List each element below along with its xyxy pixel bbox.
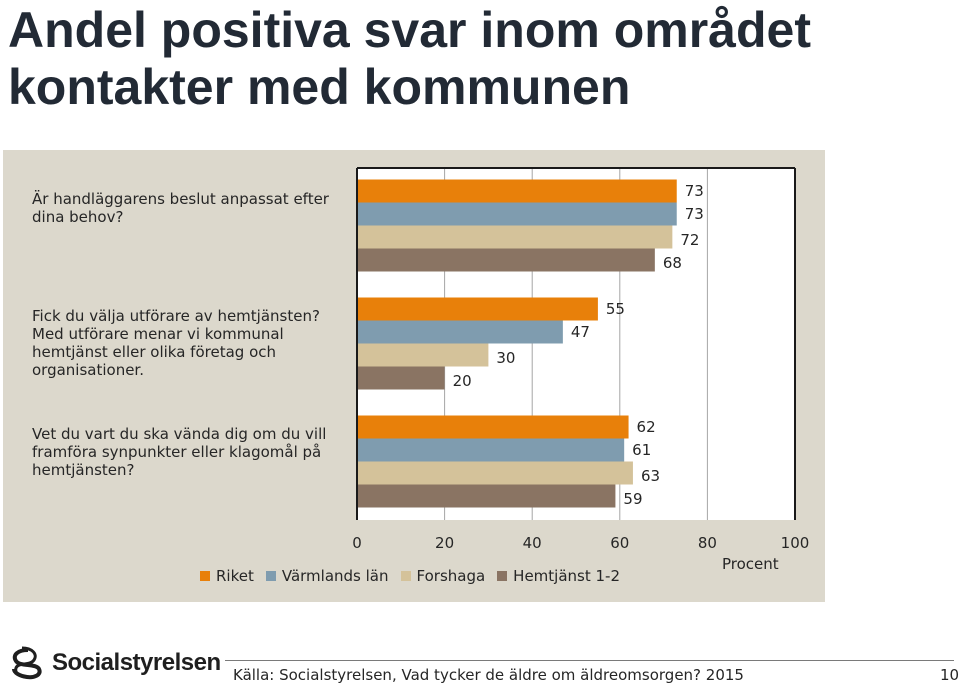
bar-2-1 [357,297,598,321]
bar-2-4 [357,366,445,390]
data-label-3-1: 62 [637,418,656,436]
legend-swatch-2 [265,571,276,581]
legend-item-2: Värmlands län [265,567,389,585]
bar-3-2 [357,438,625,462]
data-label-1-4: 68 [663,254,682,272]
source-note: Källa: Socialstyrelsen, Vad tycker de äl… [233,666,744,684]
x-axis-title: Procent [722,555,779,573]
x-tick-0: 0 [352,534,362,552]
logo-text: Socialstyrelsen [52,649,221,676]
data-label-3-2: 61 [632,441,651,459]
legend-label-2: Värmlands län [281,567,389,585]
socialstyrelsen-logo: Socialstyrelsen [8,646,221,680]
data-label-1-1: 73 [685,182,704,200]
legend-swatch-1 [200,571,210,581]
data-label-3-3: 63 [641,467,660,485]
data-label-2-4: 20 [453,372,472,390]
bar-1-1 [357,179,677,203]
legend-swatch-3 [400,571,411,581]
legend-label-1: Riket [216,567,254,585]
x-tick-80: 80 [698,534,717,552]
legend-item-3: Forshaga [400,567,486,585]
data-label-3-4: 59 [623,490,642,508]
page-number: 10 [940,666,959,684]
question-label-1: Är handläggarens beslut anpassat efter d… [32,190,329,226]
x-tick-100: 100 [781,534,810,552]
bar-2-2 [357,320,563,344]
chart-legend: Riket Värmlands län Forshaga Hemtjänst 1-2 [200,567,620,585]
bar-1-2 [357,202,677,226]
question-label-2: Fick du välja utförare av hemtjänsten? M… [32,307,320,379]
x-tick-60: 60 [610,534,629,552]
bar-3-4 [357,484,616,508]
legend-item-4: Hemtjänst 1-2 [497,567,620,585]
bar-3-1 [357,415,629,439]
legend-label-4: Hemtjänst 1-2 [513,567,621,585]
logo-mark-icon [12,646,42,680]
legend-item-1: Riket [200,567,254,585]
data-label-1-3: 72 [680,231,699,249]
data-label-1-2: 73 [685,205,704,223]
legend-swatch-4 [497,571,508,581]
bar-1-3 [357,225,673,249]
question-label-3: Vet du vart du ska vända dig om du vill … [32,425,327,479]
x-tick-40: 40 [523,534,542,552]
data-label-2-2: 47 [571,323,590,341]
footer-divider [225,660,954,661]
x-tick-20: 20 [435,534,454,552]
page-title: Andel positiva svar inom området kontakt… [8,2,811,115]
bar-1-4 [357,248,655,272]
legend-label-3: Forshaga [416,567,486,585]
data-label-2-1: 55 [606,300,625,318]
data-label-2-3: 30 [496,349,515,367]
bar-2-3 [357,343,489,367]
bar-3-3 [357,461,633,485]
